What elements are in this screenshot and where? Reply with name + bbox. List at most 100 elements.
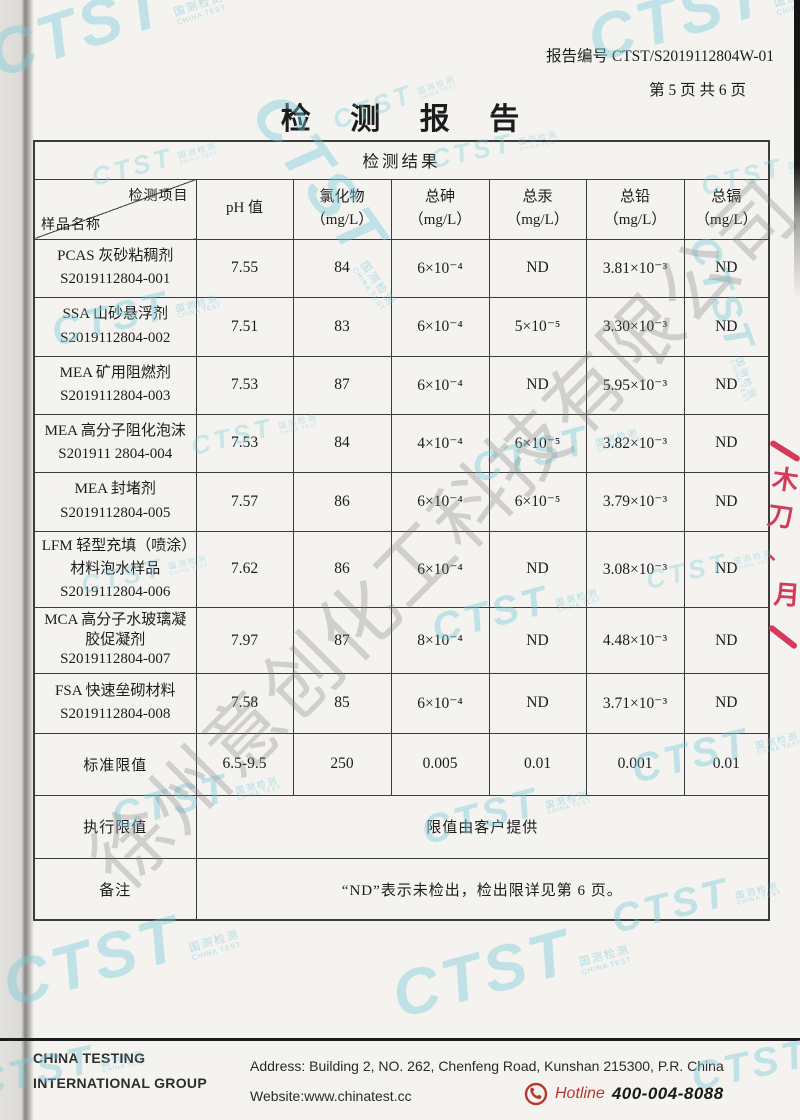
organization-name: CHINA TESTING INTERNATIONAL GROUP [33,1046,207,1095]
scan-left-edge-shadow [0,0,34,1120]
value-cell: 6×10⁻⁴ [390,355,490,415]
hotline-phone-icon [524,1082,548,1106]
standard-limit-label: 标准限值 [33,732,197,796]
column-header-lead: 总铅 （mg/L） [585,178,685,240]
value-cell: 84 [292,413,392,473]
value-cell: 7.62 [195,530,294,609]
value-cell: ND [683,672,770,734]
value-cell: ND [488,672,587,734]
footer-divider [0,1038,800,1041]
value-cell: 3.71×10⁻³ [585,672,685,734]
column-header-chloride: 氯化物 （mg/L） [292,178,392,240]
results-header: 检测结果 [33,140,770,180]
corner-label-sample-name: 样品名称 [41,217,101,233]
sample-name-cell: MEA 封堵剂 S2019112804-005 [33,471,197,532]
results-table: 检测结果 检测项目 样品名称 pH 值 氯化物 （mg/L） 总砷 （mg/L） 总… [33,140,771,922]
value-cell: 4×10⁻⁴ [390,413,490,473]
value-cell: 6×10⁻⁴ [390,672,490,734]
value-cell: 7.55 [195,238,294,298]
value-cell: 3.81×10⁻³ [585,238,685,298]
scan-right-edge-shadow [794,0,800,300]
sample-name-cell: SSA 山砂悬浮剂 S2019112804-002 [33,296,197,357]
sample-row: LFM 轻型充填（喷涂）材料泡水样品 S2019112804-006 7.62 8… [33,530,770,609]
corner-label-test-item: 检测项目 [128,188,189,204]
ctst-logo-text: CTST [384,914,581,1032]
value-cell: 7.53 [195,355,294,415]
org-line2: INTERNATIONAL GROUP [33,1074,207,1091]
value-cell: 87 [292,607,392,674]
exec-limit-value: 限值由客户提供 [195,794,770,859]
value-cell: 5×10⁻⁵ [488,296,587,357]
red-stroke [767,624,799,650]
value-cell: 8×10⁻⁴ [390,607,490,674]
value-cell: 7.53 [195,413,294,473]
sample-row: FSA 快速垒砌材料 S2019112804-008 7.58 85 6×10⁻⁴… [33,672,770,734]
value-cell: 7.57 [195,471,294,532]
value-cell: 87 [292,355,392,415]
sample-name-cell: MEA 高分子阻化泡沫 S201911 2804-004 [33,413,197,473]
sample-row: MEA 高分子阻化泡沫 S201911 2804-004 7.53 84 4×10… [33,413,770,473]
hotline-block: Hotline 400-004-8088 [524,1082,724,1106]
value-cell: ND [683,530,770,609]
footer-address: Address: Building 2, NO. 262, Chenfeng R… [250,1058,724,1074]
column-header-mercury: 总汞 （mg/L） [488,178,587,240]
value-cell: ND [488,607,587,674]
hotline-number: 400-004-8088 [611,1084,724,1103]
sample-name-cell: MEA 矿用阻燃剂 S2019112804-003 [33,355,197,415]
value-cell: ND [683,471,770,532]
column-header-ph: pH 值 [195,178,294,240]
sample-row: MEA 封堵剂 S2019112804-005 7.57 86 6×10⁻⁴ 6×… [33,471,770,532]
corner-header-cell: 检测项目 样品名称 [33,178,197,240]
value-cell: ND [683,296,770,357]
sample-name-cell: FSA 快速垒砌材料 S2019112804-008 [33,672,197,734]
sample-name-cell: PCAS 灰砂粘稠剂 S2019112804-001 [33,238,197,298]
value-cell: 3.30×10⁻³ [585,296,685,357]
sample-row: MCA 高分子水玻璃凝胶促凝剂 S2019112804-007 7.97 87 8… [33,607,770,674]
value-cell: 83 [292,296,392,357]
value-cell: 6×10⁻⁵ [488,413,587,473]
value-cell: ND [683,413,770,473]
value-cell: 3.79×10⁻³ [585,471,685,532]
value-cell: 3.82×10⁻³ [585,413,685,473]
value-cell: 6×10⁻⁴ [390,238,490,298]
value-cell: 6×10⁻⁴ [390,296,490,357]
value-cell: 6×10⁻⁵ [488,471,587,532]
value-cell: 6.5-9.5 [195,732,294,796]
value-cell: 7.97 [195,607,294,674]
value-cell: ND [683,355,770,415]
sample-row: SSA 山砂悬浮剂 S2019112804-002 7.51 83 6×10⁻⁴ … [33,296,770,357]
value-cell: 6×10⁻⁴ [390,471,490,532]
value-cell: 0.01 [683,732,770,796]
report-number: 报告编号 CTST/S2019112804W-01 [545,48,774,65]
value-cell: 0.01 [488,732,587,796]
value-cell: 0.005 [390,732,490,796]
footer-website: Website:www.chinatest.cc [250,1088,412,1104]
sample-name-cell: MCA 高分子水玻璃凝胶促凝剂 S2019112804-007 [33,607,197,674]
value-cell: ND [683,607,770,674]
value-cell: 3.08×10⁻³ [585,530,685,609]
report-title: 检 测 报 告 [280,103,536,136]
value-cell: 6×10⁻⁴ [390,530,490,609]
red-character: 月 [772,580,800,611]
org-line1: CHINA TESTING [33,1050,146,1066]
value-cell: ND [488,530,587,609]
exec-limit-label: 执行限值 [33,794,197,859]
remark-value: “ND”表示未检出，检出限详见第 6 页。 [195,857,770,921]
value-cell: 250 [292,732,392,796]
red-characters: 木刀 [765,464,797,533]
value-cell: 85 [292,672,392,734]
value-cell: 7.51 [195,296,294,357]
remark-row: 备注 “ND”表示未检出，检出限详见第 6 页。 [33,857,770,921]
exec-limit-row: 执行限值 限值由客户提供 [33,794,770,859]
value-cell: 7.58 [195,672,294,734]
sample-row: MEA 矿用阻燃剂 S2019112804-003 7.53 87 6×10⁻⁴ … [33,355,770,415]
sample-row: PCAS 灰砂粘稠剂 S2019112804-001 7.55 84 6×10⁻⁴… [33,238,770,298]
value-cell: 4.48×10⁻³ [585,607,685,674]
value-cell: 5.95×10⁻³ [585,355,685,415]
column-header-cadmium: 总镉 （mg/L） [683,178,770,240]
value-cell: 86 [292,471,392,532]
red-comma: 、 [768,542,788,564]
value-cell: ND [683,238,770,298]
